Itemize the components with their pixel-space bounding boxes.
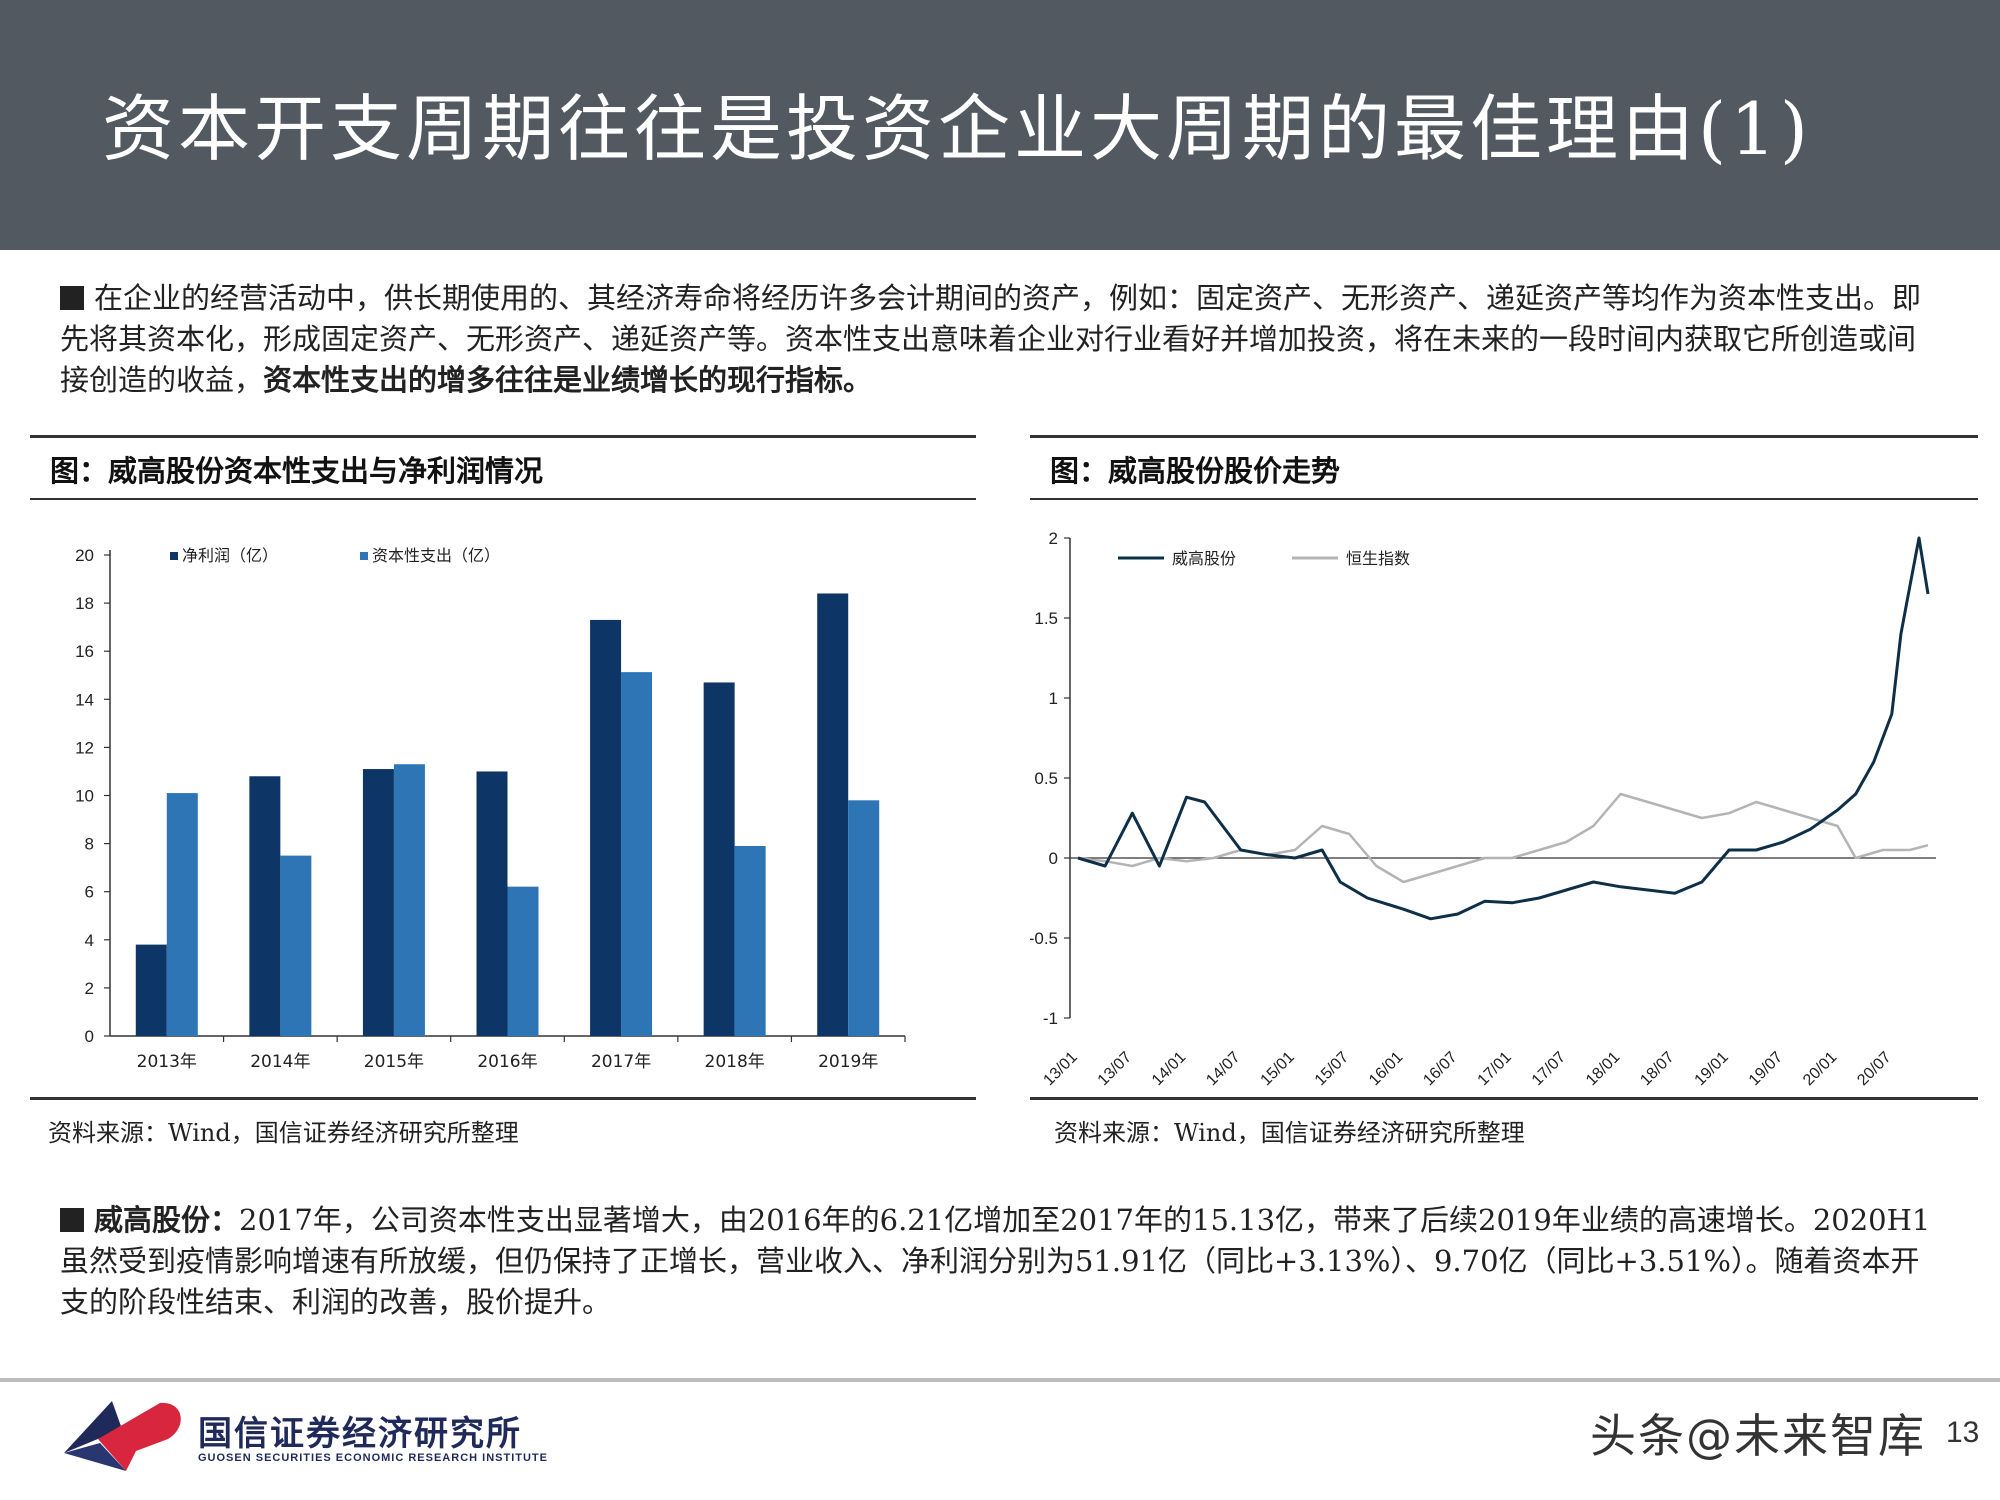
x-tick-label: 15/07 [1312, 1049, 1352, 1089]
y-tick-label: 2 [1049, 529, 1058, 548]
x-tick-label: 17/07 [1529, 1049, 1569, 1089]
y-tick-label: 0 [1049, 849, 1058, 868]
legend-label: 恒生指数 [1346, 549, 1410, 568]
y-tick-label: 6 [85, 883, 94, 902]
y-tick-label: 0 [85, 1027, 94, 1046]
x-tick-label: 18/07 [1637, 1049, 1677, 1089]
bar-chart: 0 2 4 6 8 10 12 14 16 18 20 2013年 2014年 2015年 2016年 201… [75, 546, 906, 1072]
y-tick-label: 1.5 [1034, 609, 1058, 628]
logo-text-en: GUOSEN SECURITIES ECONOMIC RESEARCH INST… [198, 1452, 548, 1464]
logo-text-cn: 国信证券经济研究所 [198, 1414, 522, 1454]
bar [135, 944, 167, 1036]
bar [476, 771, 508, 1036]
bar [166, 793, 198, 1036]
page-number: 13 [1946, 1416, 1980, 1449]
bar [817, 593, 849, 1036]
x-tick-label: 2019年 [818, 1052, 878, 1072]
x-tick-label: 15/01 [1258, 1049, 1298, 1089]
x-tick-label: 19/01 [1692, 1049, 1732, 1089]
intro-paragraph: 在企业的经营活动中，供长期使用的、其经济寿命将经历许多会计期间的资产，例如：固定… [60, 278, 1940, 401]
y-tick-label: 10 [75, 787, 94, 806]
y-tick-label: 18 [75, 594, 94, 613]
intro-text: 在企业的经营活动中，供长期使用的、其经济寿命将经历许多会计期间的资产，例如：固定… [60, 281, 1922, 397]
conclusion-text: 2017年，公司资本性支出显著增大，由2016年的6.21亿增加至2017年的1… [60, 1203, 1931, 1319]
bar-chart-source: 资料来源：Wind，国信证券经济研究所整理 [48, 1119, 519, 1147]
x-tick-label: 13/01 [1040, 1049, 1080, 1089]
x-tick-label: 20/07 [1854, 1049, 1894, 1089]
y-tick-label: 2 [85, 979, 94, 998]
x-tick-label: 13/07 [1095, 1049, 1135, 1089]
x-tick-label: 2016年 [477, 1052, 537, 1072]
conclusion-bold: 威高股份： [94, 1203, 240, 1237]
x-tick-label: 16/07 [1420, 1049, 1460, 1089]
y-tick-label: 0.5 [1034, 769, 1058, 788]
x-tick-label: 2014年 [250, 1052, 310, 1072]
x-tick-label: 14/07 [1203, 1049, 1243, 1089]
bar [734, 846, 766, 1036]
y-tick-label: 14 [75, 690, 94, 709]
y-tick-label: 1 [1049, 689, 1058, 708]
line-chart-title: 图：威高股份股价走势 [1050, 454, 1341, 488]
x-tick-label: 2018年 [705, 1052, 765, 1072]
intro-bold: 资本性支出的增多往往是业绩增长的现行指标。 [263, 363, 873, 397]
x-tick-label: 16/01 [1366, 1049, 1406, 1089]
line-chart-panel: 图：威高股份股价走势 2 1.5 1 0.5 0 -0.5 -1 13/01 13/07 14/0… [1030, 435, 1978, 1100]
legend-swatch [170, 552, 178, 560]
x-tick-label: 2017年 [591, 1052, 651, 1072]
legend-label: 资本性支出（亿） [372, 546, 500, 565]
bar [362, 769, 394, 1036]
bar-chart-title: 图：威高股份资本性支出与净利润情况 [50, 454, 544, 488]
line-chart-source: 资料来源：Wind，国信证券经济研究所整理 [1054, 1119, 1525, 1147]
y-tick-label: -1 [1043, 1009, 1058, 1028]
bar [507, 886, 539, 1036]
y-tick-label: 20 [75, 546, 94, 565]
x-tick-label: 2013年 [137, 1052, 197, 1072]
y-tick-label: 4 [85, 931, 94, 950]
footer-divider [0, 1378, 2000, 1382]
bar [249, 776, 281, 1036]
series-line [1077, 792, 1929, 884]
legend-label: 净利润（亿） [182, 546, 278, 565]
bullet-square-icon [60, 1208, 84, 1232]
guosen-logo-icon [64, 1401, 181, 1471]
bar [280, 855, 312, 1036]
bar [621, 672, 653, 1036]
x-tick-label: 18/01 [1583, 1049, 1623, 1089]
panel-divider [30, 498, 976, 500]
bar [393, 764, 425, 1036]
x-tick-label: 19/07 [1746, 1049, 1786, 1089]
bar [590, 619, 622, 1036]
conclusion-paragraph: 威高股份：2017年，公司资本性支出显著增大，由2016年的6.21亿增加至20… [60, 1200, 1940, 1323]
y-tick-label: 16 [75, 642, 94, 661]
x-tick-label: 17/01 [1475, 1049, 1515, 1089]
bullet-square-icon [60, 286, 84, 310]
series-line [1077, 536, 1930, 921]
x-tick-label: 20/01 [1800, 1049, 1840, 1089]
x-tick-label: 2015年 [364, 1052, 424, 1072]
y-tick-label: 12 [75, 738, 94, 757]
line-chart: 2 1.5 1 0.5 0 -0.5 -1 13/01 13/07 14/01 14/07 15/01… [1030, 529, 1936, 1089]
bar [848, 800, 880, 1036]
y-tick-label: 8 [85, 835, 94, 854]
x-tick-label: 14/01 [1149, 1049, 1189, 1089]
legend-swatch [360, 552, 368, 560]
panel-divider [1030, 498, 1978, 500]
bar [703, 682, 735, 1036]
watermark: 头条@未来智库 [1590, 1409, 1926, 1463]
bar-chart-panel: 图：威高股份资本性支出与净利润情况 0 2 4 6 8 10 12 14 16 18 20 2013年… [30, 435, 976, 1100]
legend-label: 威高股份 [1172, 549, 1236, 568]
header-banner: 资本开支周期往往是投资企业大周期的最佳理由(1) [0, 0, 2000, 250]
y-tick-label: -0.5 [1030, 929, 1058, 948]
page-title: 资本开支周期往往是投资企业大周期的最佳理由(1) [102, 87, 1812, 171]
